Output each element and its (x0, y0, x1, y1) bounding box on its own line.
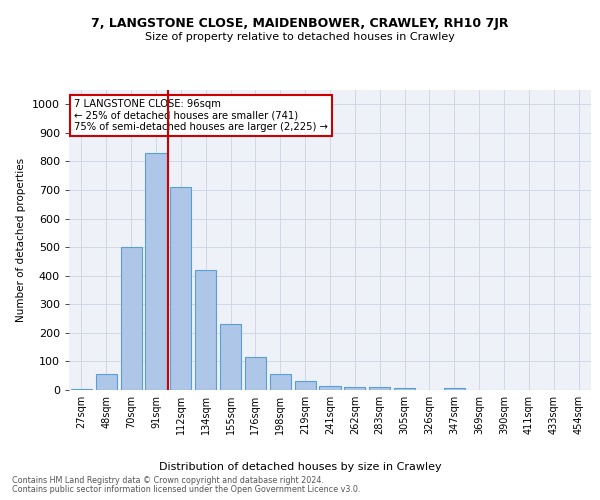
Bar (71, 388, 92, 390)
Text: 7, LANGSTONE CLOSE, MAIDENBOWER, CRAWLEY, RH10 7JR: 7, LANGSTONE CLOSE, MAIDENBOWER, CRAWLEY… (91, 18, 509, 30)
Bar (394, 388, 415, 390)
Text: Contains public sector information licensed under the Open Government Licence v3: Contains public sector information licen… (12, 485, 361, 494)
Bar (295, 382, 316, 390)
Bar (444, 388, 465, 390)
Bar (245, 356, 266, 390)
Bar (369, 387, 390, 390)
Text: 7 LANGSTONE CLOSE: 96sqm
← 25% of detached houses are smaller (741)
75% of semi-: 7 LANGSTONE CLOSE: 96sqm ← 25% of detach… (74, 99, 328, 132)
Bar (270, 374, 291, 390)
Text: Contains HM Land Registry data © Crown copyright and database right 2024.: Contains HM Land Registry data © Crown c… (12, 476, 324, 485)
Y-axis label: Number of detached properties: Number of detached properties (16, 158, 26, 322)
Bar (319, 386, 341, 390)
Text: Distribution of detached houses by size in Crawley: Distribution of detached houses by size … (158, 462, 442, 472)
Bar (170, 187, 191, 390)
Bar (220, 324, 241, 390)
Bar (344, 386, 365, 390)
Bar (96, 374, 117, 390)
Bar (195, 270, 216, 390)
Bar (121, 247, 142, 390)
Text: Size of property relative to detached houses in Crawley: Size of property relative to detached ho… (145, 32, 455, 42)
Bar (145, 153, 167, 390)
